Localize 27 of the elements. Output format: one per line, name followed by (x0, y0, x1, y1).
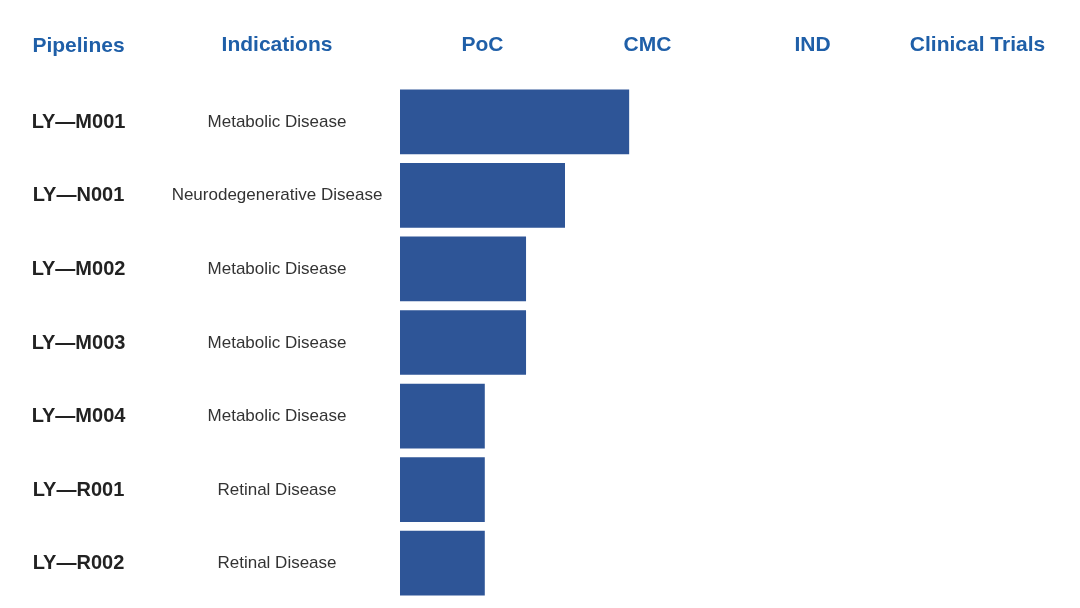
y-tick-label: LY—R002 (32, 551, 125, 574)
bar (400, 310, 527, 375)
y-tick-label: LY—M004 (31, 404, 127, 427)
text: Metabolic Disease (207, 406, 347, 426)
bar (400, 383, 485, 449)
text: Retinal Disease (217, 479, 337, 499)
y-tick-label: LY—R001 (32, 477, 125, 500)
bar (400, 89, 630, 155)
y-tick-label: LY—M003 (31, 330, 126, 353)
text: Indications (221, 32, 333, 55)
text: Neurodegenerative Disease (171, 185, 383, 205)
text: Metabolic Disease (207, 332, 347, 352)
y-tick-label: LY—M001 (31, 109, 126, 132)
text: Clinical Trials (909, 32, 1046, 55)
text: PoC (461, 32, 504, 55)
text: Retinal Disease (217, 553, 337, 573)
bar (400, 457, 485, 523)
text: Metabolic Disease (207, 258, 347, 278)
y-tick-label: LY—N001 (32, 183, 125, 206)
bar (400, 530, 485, 596)
text: CMC (623, 32, 672, 55)
y-tick-label: LY—M002 (31, 256, 126, 279)
bar (400, 162, 565, 228)
text: Metabolic Disease (207, 111, 347, 131)
text: IND (794, 32, 831, 55)
bar (400, 236, 527, 302)
y-axis-title: Pipelines (32, 32, 125, 56)
